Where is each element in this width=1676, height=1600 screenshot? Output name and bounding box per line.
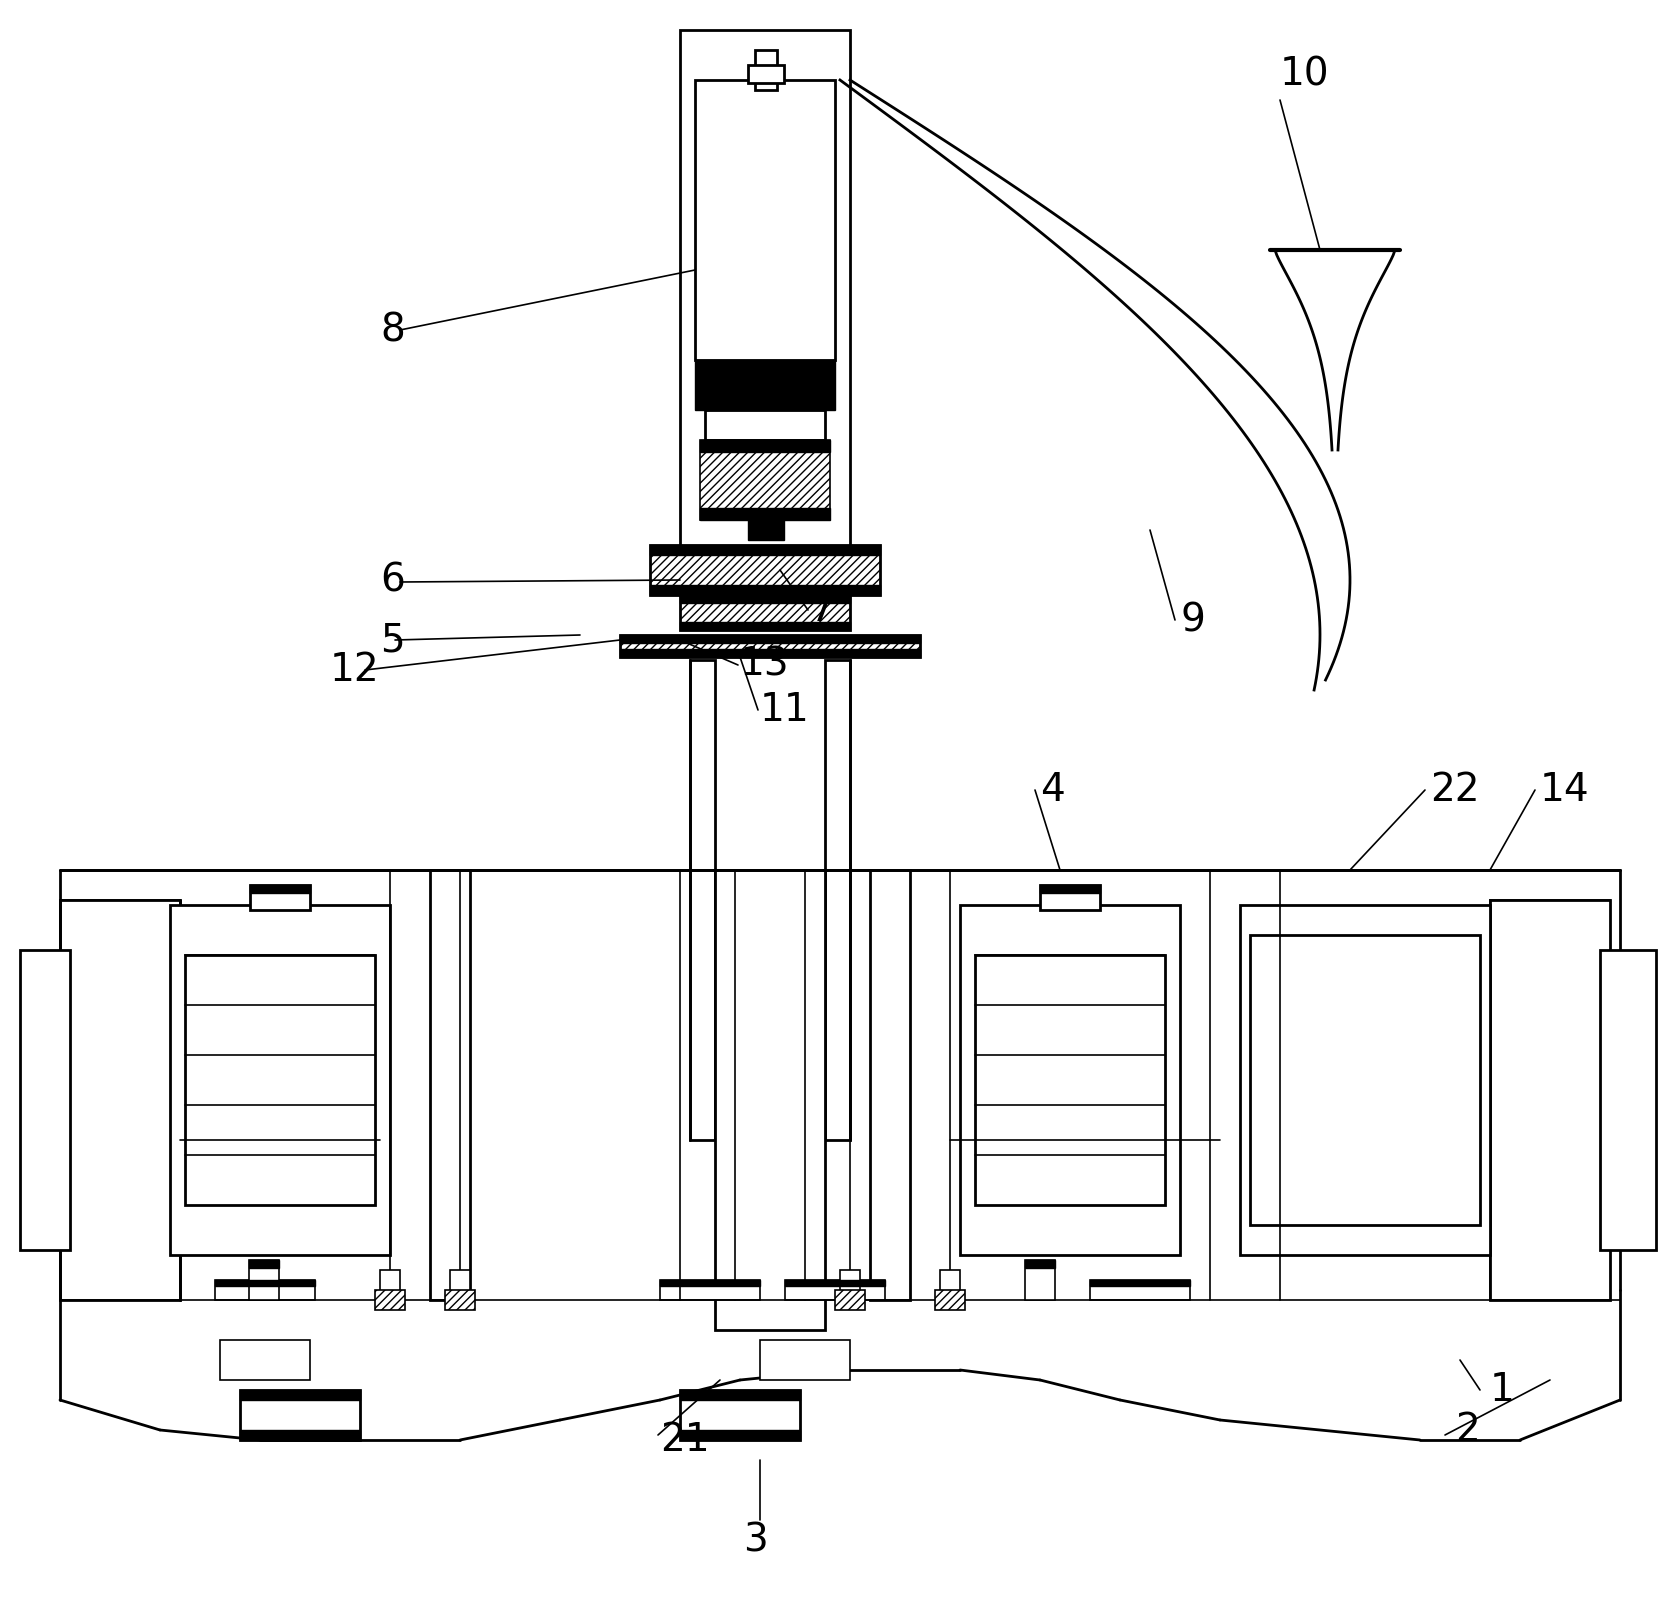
Bar [1089,1280,1190,1299]
Bar [375,1290,406,1310]
Text: 5: 5 [380,621,404,659]
Bar [784,1280,885,1299]
Bar [680,30,850,550]
Bar [680,1430,799,1440]
Text: 7: 7 [810,590,835,629]
Bar [691,659,716,1139]
Bar [1601,950,1656,1250]
Bar [759,1341,850,1379]
Bar [1089,1280,1190,1286]
Bar [680,622,850,630]
Text: 21: 21 [660,1421,709,1459]
Bar [1490,899,1611,1299]
Bar [940,1270,960,1299]
Bar [650,586,880,595]
Bar [169,906,391,1254]
Bar [240,1430,360,1440]
Bar [240,1390,360,1440]
Bar [680,595,850,603]
Bar [449,1270,469,1299]
Text: 4: 4 [1041,771,1064,810]
Bar [1026,1261,1054,1299]
Bar [650,546,880,555]
Bar [1041,885,1099,893]
Bar [215,1280,315,1286]
Bar [431,870,469,1299]
Bar [60,899,179,1299]
Bar [716,870,825,1330]
Bar [380,1270,401,1299]
Bar [680,1390,799,1400]
Bar [60,899,179,1299]
Bar [696,80,835,360]
Bar [1490,899,1611,1299]
Text: 6: 6 [380,562,406,598]
Bar [620,635,920,643]
Bar [1240,906,1490,1254]
Bar [835,1290,865,1310]
Text: 9: 9 [1180,602,1205,638]
Text: 13: 13 [741,646,789,685]
Bar [184,955,375,1205]
Bar [840,1270,860,1299]
Bar [935,1290,965,1310]
Text: 11: 11 [759,691,810,730]
Bar [220,1341,310,1379]
Bar [620,635,920,658]
Text: 22: 22 [1430,771,1480,810]
Bar [701,440,830,520]
Bar [20,950,70,1250]
Bar [825,659,850,1139]
Bar [1041,885,1099,910]
Bar [1250,934,1480,1226]
Bar [870,870,910,1299]
Text: 2: 2 [1455,1411,1480,1450]
Bar [446,1290,474,1310]
Bar [784,1280,885,1286]
Bar [240,1390,360,1400]
Bar [706,410,825,440]
Bar [701,509,830,520]
Bar [754,50,778,90]
Bar [215,1280,315,1299]
Text: 8: 8 [380,310,404,349]
Bar [250,1261,278,1299]
Bar [747,520,784,541]
Text: 14: 14 [1540,771,1589,810]
Bar [250,885,310,910]
Bar [747,66,784,83]
Bar [960,906,1180,1254]
Bar [1026,1261,1054,1267]
Bar [250,1261,278,1267]
Bar [250,885,310,893]
Bar [620,650,920,658]
Bar [660,1280,759,1299]
Bar [680,1390,799,1440]
Bar [696,360,835,410]
Bar [680,595,850,630]
Bar [660,1280,759,1286]
Bar [975,955,1165,1205]
Bar [701,440,830,451]
Text: 1: 1 [1490,1371,1515,1410]
Text: 10: 10 [1280,56,1329,94]
Text: 3: 3 [742,1522,768,1558]
Bar [650,546,880,595]
Text: 12: 12 [330,651,380,690]
